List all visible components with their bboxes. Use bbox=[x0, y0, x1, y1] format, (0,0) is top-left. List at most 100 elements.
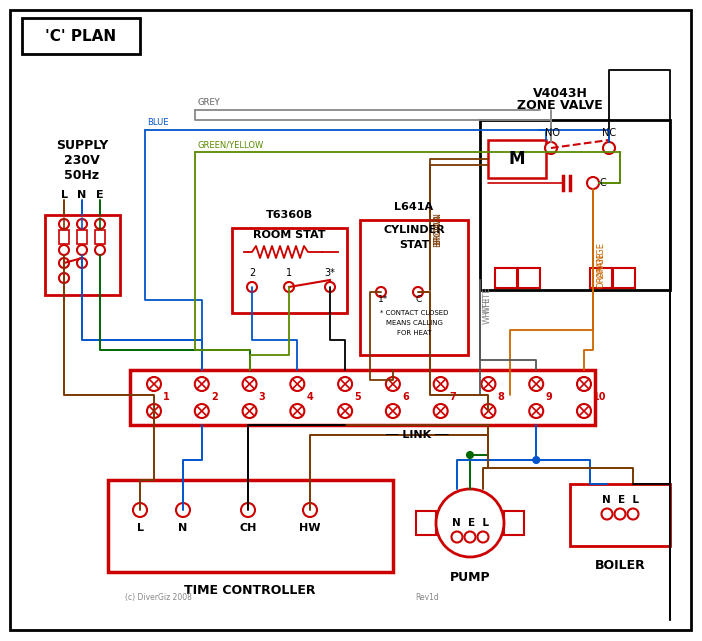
Circle shape bbox=[434, 404, 448, 418]
Circle shape bbox=[194, 377, 208, 391]
Text: * CONTACT CLOSED: * CONTACT CLOSED bbox=[380, 310, 448, 316]
Circle shape bbox=[59, 258, 69, 268]
Circle shape bbox=[303, 503, 317, 517]
Circle shape bbox=[628, 508, 639, 519]
Text: GREEN/YELLOW: GREEN/YELLOW bbox=[197, 140, 263, 149]
Text: 9: 9 bbox=[545, 392, 552, 402]
Text: CYLINDER: CYLINDER bbox=[383, 225, 445, 235]
Bar bbox=[518, 268, 540, 288]
Bar bbox=[95, 230, 105, 244]
Text: V4043H: V4043H bbox=[533, 87, 588, 100]
Circle shape bbox=[247, 282, 257, 292]
Text: GREY: GREY bbox=[197, 98, 220, 107]
Circle shape bbox=[77, 245, 87, 255]
Text: ── LINK ──: ── LINK ── bbox=[385, 430, 449, 440]
Text: ROOM STAT: ROOM STAT bbox=[253, 230, 325, 240]
Text: 1: 1 bbox=[163, 392, 170, 402]
Bar bbox=[495, 268, 517, 288]
Circle shape bbox=[77, 219, 87, 229]
Text: FOR HEAT: FOR HEAT bbox=[397, 330, 431, 336]
Text: 8: 8 bbox=[498, 392, 504, 402]
Circle shape bbox=[529, 377, 543, 391]
Circle shape bbox=[325, 282, 335, 292]
Text: 1*: 1* bbox=[378, 295, 388, 304]
Circle shape bbox=[534, 457, 539, 463]
Circle shape bbox=[59, 219, 69, 229]
Bar bbox=[480, 120, 670, 290]
Text: ORANGE: ORANGE bbox=[596, 242, 605, 278]
Text: 2: 2 bbox=[211, 392, 218, 402]
Circle shape bbox=[603, 142, 615, 154]
Text: BLUE: BLUE bbox=[147, 118, 168, 127]
Circle shape bbox=[95, 219, 105, 229]
Circle shape bbox=[413, 287, 423, 297]
Text: PUMP: PUMP bbox=[450, 571, 490, 584]
Circle shape bbox=[434, 377, 448, 391]
Text: STAT: STAT bbox=[399, 240, 429, 250]
Circle shape bbox=[241, 503, 255, 517]
Circle shape bbox=[284, 282, 294, 292]
Text: 6: 6 bbox=[402, 392, 409, 402]
Text: WHITE: WHITE bbox=[483, 287, 492, 313]
Circle shape bbox=[95, 245, 105, 255]
Text: NC: NC bbox=[602, 128, 616, 138]
Text: BOILER: BOILER bbox=[595, 559, 645, 572]
Text: SUPPLY: SUPPLY bbox=[56, 138, 108, 151]
Text: C: C bbox=[600, 178, 607, 188]
Circle shape bbox=[291, 377, 305, 391]
Circle shape bbox=[614, 508, 625, 519]
Text: N: N bbox=[77, 190, 86, 200]
Text: 4: 4 bbox=[306, 392, 313, 402]
Text: M: M bbox=[509, 150, 525, 168]
Bar bbox=[232, 228, 347, 313]
Circle shape bbox=[482, 404, 496, 418]
Text: NO: NO bbox=[545, 128, 560, 138]
Circle shape bbox=[477, 531, 489, 542]
Bar bbox=[130, 370, 595, 425]
Circle shape bbox=[587, 177, 599, 189]
Circle shape bbox=[602, 508, 613, 519]
Circle shape bbox=[59, 245, 69, 255]
Circle shape bbox=[291, 404, 305, 418]
Circle shape bbox=[243, 377, 256, 391]
Circle shape bbox=[465, 531, 475, 542]
Bar bbox=[613, 268, 635, 288]
Circle shape bbox=[529, 404, 543, 418]
Bar bbox=[22, 18, 140, 54]
Text: BROWN: BROWN bbox=[433, 212, 442, 244]
Text: 50Hz: 50Hz bbox=[65, 169, 100, 181]
Bar bbox=[77, 230, 87, 244]
Bar bbox=[570, 484, 670, 546]
Text: GREY: GREY bbox=[197, 98, 220, 107]
Text: BROWN: BROWN bbox=[433, 213, 442, 247]
Circle shape bbox=[545, 142, 557, 154]
Text: 2: 2 bbox=[249, 268, 255, 278]
Text: Rev1d: Rev1d bbox=[415, 593, 439, 602]
Bar bbox=[504, 511, 524, 535]
Text: L: L bbox=[60, 190, 67, 200]
Text: TIME CONTROLLER: TIME CONTROLLER bbox=[184, 584, 316, 597]
Circle shape bbox=[467, 452, 473, 458]
Text: 10: 10 bbox=[593, 392, 607, 402]
Circle shape bbox=[176, 503, 190, 517]
Circle shape bbox=[194, 404, 208, 418]
Bar bbox=[360, 220, 468, 355]
Text: C: C bbox=[415, 295, 421, 304]
Text: T6360B: T6360B bbox=[265, 210, 312, 220]
Bar bbox=[416, 511, 436, 535]
Text: 1: 1 bbox=[286, 268, 292, 278]
Circle shape bbox=[386, 404, 400, 418]
Text: CH: CH bbox=[239, 523, 257, 533]
Circle shape bbox=[133, 503, 147, 517]
Circle shape bbox=[577, 404, 591, 418]
Circle shape bbox=[376, 287, 386, 297]
Circle shape bbox=[147, 404, 161, 418]
Text: 3*: 3* bbox=[324, 268, 336, 278]
Text: ORANGE: ORANGE bbox=[596, 252, 605, 288]
Circle shape bbox=[577, 377, 591, 391]
Circle shape bbox=[59, 273, 69, 283]
Text: MEANS CALLING: MEANS CALLING bbox=[385, 320, 442, 326]
Bar bbox=[108, 480, 393, 572]
Text: N  E  L: N E L bbox=[451, 518, 489, 528]
Text: 'C' PLAN: 'C' PLAN bbox=[46, 28, 117, 44]
